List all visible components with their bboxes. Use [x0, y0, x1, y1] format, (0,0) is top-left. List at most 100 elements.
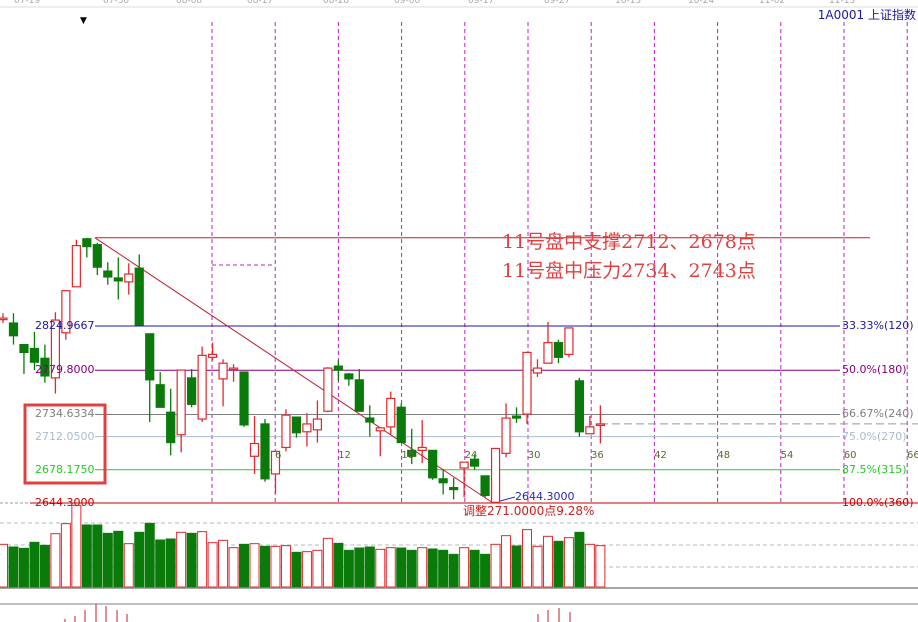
volume-bar: [396, 547, 407, 588]
volume-bar: [270, 545, 281, 588]
trend-line: [94, 237, 494, 504]
candle-up: [124, 273, 134, 283]
candle-up: [375, 427, 385, 432]
candle-up: [281, 414, 291, 449]
date-tick: 10-24: [688, 0, 715, 6]
volume-bar: [343, 549, 354, 588]
date-tick: 08-08: [176, 0, 203, 6]
candle-down: [291, 416, 302, 434]
volume-bar: [511, 545, 522, 588]
candle-up: [543, 342, 553, 364]
fib-percent-label: 66.67%(240): [842, 407, 914, 421]
candle-down: [438, 478, 448, 484]
volume-bar: [134, 531, 145, 588]
cycle-count: 54: [780, 450, 794, 461]
volume-bar: [322, 537, 333, 588]
candle-up: [61, 290, 71, 334]
volume-bar: [553, 540, 564, 588]
volume-bar: [375, 548, 386, 588]
volume-bar: [155, 539, 166, 588]
candle-down: [166, 411, 176, 444]
volume-bar: [490, 543, 501, 588]
candle-down: [40, 357, 50, 377]
volume-bar: [197, 531, 208, 588]
cycle-count: 48: [717, 450, 731, 461]
candle-up: [564, 327, 574, 355]
volume-bar: [176, 531, 187, 588]
cycle-count: 12: [338, 450, 351, 461]
volume-bar: [542, 535, 553, 588]
volume-bar: [18, 547, 29, 588]
candle-down: [344, 373, 354, 380]
date-tick: 09-27: [544, 0, 571, 6]
candle-up: [532, 367, 543, 374]
candle-up: [197, 354, 207, 420]
date-tick: 10-15: [615, 0, 642, 6]
volume-bar: [301, 551, 312, 588]
index-code-label[interactable]: 1A0001 上证指数: [817, 8, 916, 22]
candle-up: [71, 245, 81, 288]
cycle-count: 60: [843, 450, 857, 461]
candle-up: [312, 418, 322, 431]
adjust-label: 调整271.0000点9.28%: [463, 504, 595, 518]
dropdown-arrow-icon[interactable]: ▼: [80, 16, 87, 26]
date-tick: 08-28: [323, 0, 350, 6]
candle-down: [511, 415, 522, 419]
volume-bar: [438, 549, 449, 588]
volume-bar: [92, 524, 103, 588]
volume-bar: [228, 547, 239, 588]
date-tick: 08-17: [247, 0, 274, 6]
cycle-count: 42: [654, 450, 667, 461]
candle-down: [82, 238, 92, 248]
candle-up: [417, 446, 427, 451]
volume-bar: [532, 545, 543, 588]
fib-percent-label: 50.0%(180): [842, 363, 907, 377]
cycle-count: 36: [591, 450, 604, 461]
volume-bar: [71, 504, 82, 588]
resistance-annotation: 11号盘中压力2734、2743点: [502, 260, 756, 282]
candle-up: [522, 351, 532, 415]
candle-up: [595, 423, 605, 427]
fib-price-label: 2734.6334: [35, 407, 95, 421]
volume-bar: [60, 523, 71, 588]
volume-bar: [563, 537, 574, 588]
volume-bar: [406, 549, 417, 588]
candle-up: [50, 319, 61, 379]
fib-price-label: 2779.8000: [35, 363, 95, 377]
volume-bar: [239, 543, 250, 588]
volume-bar: [522, 529, 532, 588]
volume-bar: [574, 531, 585, 588]
candle-down: [333, 365, 343, 371]
volume-bar: [448, 553, 459, 588]
candle-down: [553, 342, 564, 358]
fib-price-label: 2712.0500: [35, 429, 95, 443]
volume-bar: [459, 547, 470, 588]
candle-up: [323, 367, 333, 412]
volume-bar: [364, 546, 375, 588]
candle-down: [92, 244, 102, 268]
candle-down: [407, 449, 417, 457]
volume-bar: [427, 548, 438, 588]
date-tick: 07-30: [103, 0, 130, 6]
candle-down: [480, 475, 490, 497]
candle-up: [176, 369, 186, 436]
candle-down: [449, 487, 459, 491]
volume-bar: [186, 532, 197, 588]
candle-up: [228, 367, 239, 371]
candle-down: [8, 322, 19, 337]
candle-down: [365, 417, 375, 423]
candle-up: [0, 317, 8, 321]
candle-down: [396, 406, 406, 444]
fib-percent-label: 33.33%(120): [842, 318, 914, 332]
volume-bar: [354, 547, 365, 588]
volume-bar: [249, 543, 260, 588]
date-tick: 11-02: [759, 0, 786, 6]
volume-bar: [218, 539, 229, 588]
candle-up: [218, 362, 228, 380]
volume-bar: [595, 545, 606, 588]
volume-bar: [29, 541, 40, 588]
fib-percent-label: 87.5%(315): [842, 462, 907, 476]
volume-bar: [207, 542, 218, 588]
